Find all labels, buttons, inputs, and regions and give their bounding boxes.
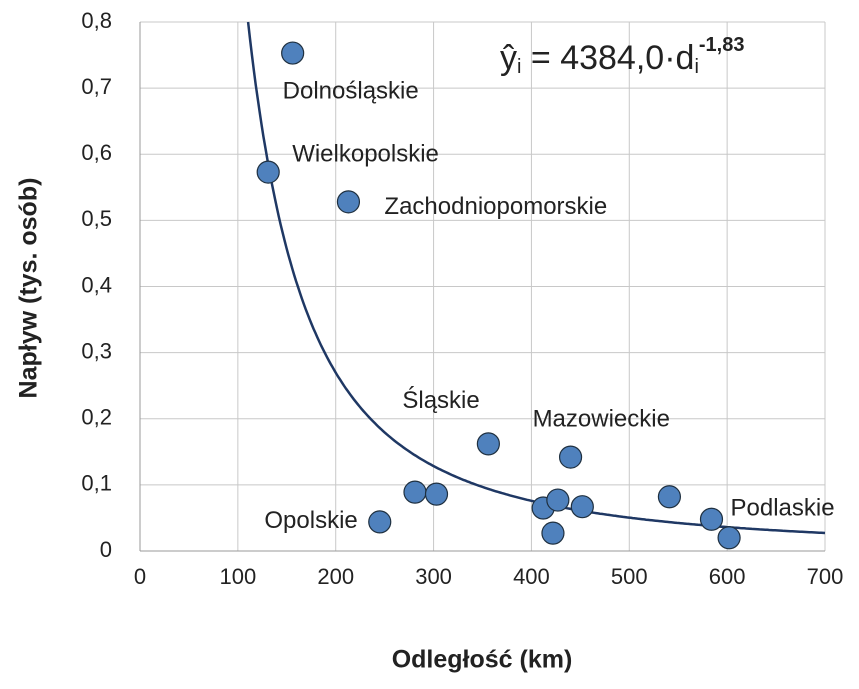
equation-part: =	[521, 39, 560, 77]
equation-part: i	[694, 56, 698, 78]
y-tick-label: 0,1	[81, 471, 112, 496]
equation-part: ŷ	[500, 39, 517, 77]
y-tick-label: 0,5	[81, 206, 112, 231]
x-tick-label: 600	[709, 564, 746, 589]
equation-part: -1,83	[699, 34, 745, 56]
x-tick-label: 400	[513, 564, 550, 589]
y-tick-label: 0,2	[81, 405, 112, 430]
y-tick-label: 0,7	[81, 74, 112, 99]
point-label: Zachodniopomorskie	[384, 193, 607, 220]
point	[403, 480, 427, 504]
equation-part: i	[517, 56, 521, 78]
equation-part: ·d	[664, 39, 694, 77]
x-axis-title: Odległość (km)	[392, 646, 573, 674]
point-label: Wielkopolskie	[292, 140, 439, 167]
x-tick-label: 0	[134, 564, 146, 589]
equation: ŷi = 4384,0·di-1,83	[500, 34, 744, 78]
point	[558, 445, 583, 469]
point-label: Podlaskie	[730, 495, 834, 522]
x-tick-label: 200	[317, 564, 354, 589]
x-tick-label: 700	[807, 564, 844, 589]
point	[657, 485, 682, 509]
point	[546, 488, 570, 512]
point	[336, 190, 361, 214]
point	[476, 432, 500, 456]
point-label: Dolnośląskie	[283, 77, 419, 104]
point	[256, 160, 280, 184]
point	[368, 510, 392, 534]
x-tick-label: 300	[415, 564, 452, 589]
y-axis-title: Napływ (tys. osób)	[15, 178, 43, 399]
equation-part: 4384,0	[560, 39, 664, 77]
y-tick-label: 0	[100, 537, 112, 562]
y-tick-label: 0,6	[81, 140, 112, 165]
point	[717, 526, 741, 550]
point-label: Śląskie	[402, 386, 479, 414]
point	[281, 41, 305, 65]
point	[699, 507, 724, 531]
x-tick-label: 100	[219, 564, 256, 589]
y-tick-label: 0,4	[81, 272, 112, 297]
point-label: Mazowieckie	[533, 405, 670, 432]
point	[570, 495, 594, 519]
x-tick-label: 500	[611, 564, 648, 589]
y-tick-label: 0,8	[81, 8, 112, 33]
point	[424, 482, 449, 506]
point	[541, 521, 565, 545]
y-tick-label: 0,3	[81, 338, 112, 363]
point-label: Opolskie	[264, 507, 357, 534]
